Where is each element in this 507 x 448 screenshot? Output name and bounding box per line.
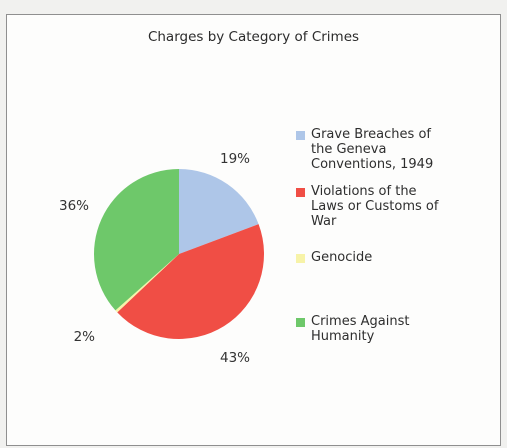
slice-label-genocide: 2% [74, 329, 96, 345]
legend-item-grave-breaches: Grave Breaches of the Geneva Conventions… [296, 127, 433, 172]
legend-label-crimes-against-humanity: Crimes Against Humanity [311, 314, 410, 344]
slice-label-violations: 43% [220, 350, 250, 366]
legend-label-genocide: Genocide [311, 250, 373, 265]
legend-item-genocide: Genocide [296, 250, 372, 265]
legend-swatch-genocide [296, 254, 305, 263]
pie-chart: 19% 43% 2% 36% [59, 151, 265, 366]
slice-label-crimes-against-humanity: 36% [59, 198, 89, 214]
pie-slices [94, 169, 265, 340]
legend-item-crimes-against-humanity: Crimes Against Humanity [296, 314, 409, 344]
pie-slice-crimes-against-humanity [94, 169, 179, 311]
slice-label-grave-breaches: 19% [220, 151, 250, 167]
chart-title: Charges by Category of Crimes [147, 29, 360, 45]
chart-panel: Charges by Category of Crimes 19% 43% 2%… [6, 14, 501, 446]
legend-swatch-grave-breaches [296, 131, 305, 140]
pie-slice-violations [117, 224, 265, 340]
pie-slice-genocide [115, 254, 179, 313]
legend-item-violations: Violations of the Laws or Customs of War [296, 184, 438, 229]
pie-slice-grave-breaches [179, 169, 259, 254]
legend-label-violations: Violations of the Laws or Customs of War [311, 184, 439, 229]
legend-label-grave-breaches: Grave Breaches of the Geneva Conventions… [311, 127, 434, 172]
legend-swatch-violations [296, 188, 305, 197]
legend-swatch-crimes-against-humanity [296, 318, 305, 327]
